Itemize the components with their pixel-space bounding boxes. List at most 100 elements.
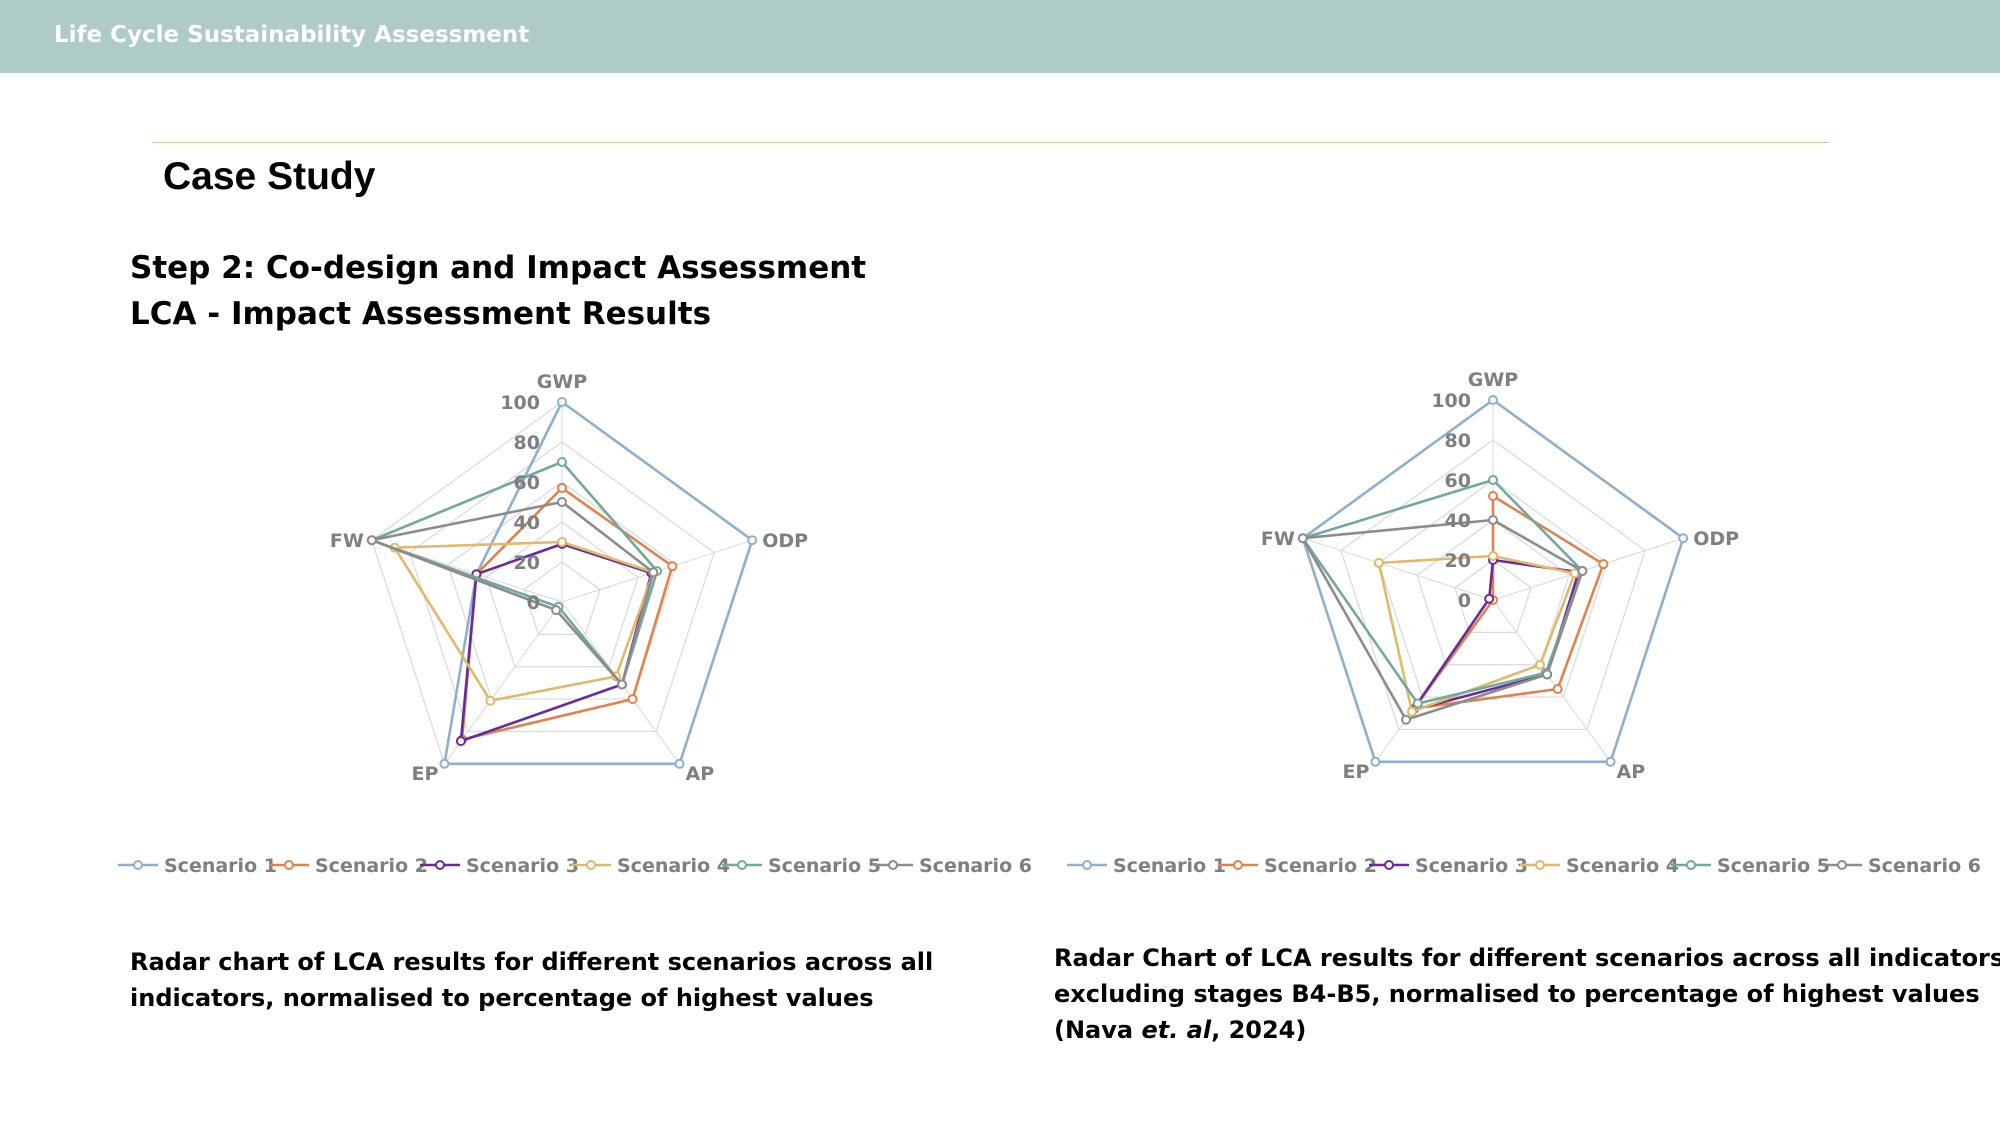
series-point xyxy=(1535,659,1546,670)
series-point xyxy=(557,497,567,507)
series-point xyxy=(1542,669,1553,680)
legend: Scenario 1 Scenario 2 Scenario 3 Scenario 4… xyxy=(118,855,1032,877)
series-point xyxy=(439,758,450,769)
tick-label: 0 xyxy=(1458,590,1471,612)
tick-label: 0 xyxy=(527,592,540,614)
step-subtitle: LCA - Impact Assessment Results xyxy=(130,296,712,332)
series-point xyxy=(551,605,562,616)
series-point xyxy=(616,679,627,690)
series-point xyxy=(1488,395,1498,405)
tick-label: 20 xyxy=(514,552,540,574)
series-6 xyxy=(1297,515,1588,725)
legend-item: Scenario 4 xyxy=(1520,855,1679,877)
series-point xyxy=(1577,565,1588,576)
series-point xyxy=(1370,756,1381,767)
series-6 xyxy=(366,497,659,690)
legend-label: Scenario 1 xyxy=(1113,855,1226,877)
series-point xyxy=(674,758,685,769)
caption-right-line3-pre: (Nava xyxy=(1054,1016,1142,1044)
axis-label: FW xyxy=(330,530,364,552)
legend-swatch-point xyxy=(284,860,294,870)
axis-label: ODP xyxy=(762,530,808,552)
series-point xyxy=(1484,593,1495,604)
series-line xyxy=(1377,554,1577,713)
header-banner: Life Cycle Sustainability Assessment xyxy=(0,0,2000,73)
axis-label: AP xyxy=(686,763,715,785)
legend-label: Scenario 4 xyxy=(1566,855,1679,877)
series-line xyxy=(370,500,655,686)
caption-left-line2: indicators, normalised to percentage of … xyxy=(130,984,874,1012)
legend-swatch-point xyxy=(586,860,596,870)
caption-right-line3-post: , 2024) xyxy=(1211,1016,1307,1044)
legend-label: Scenario 2 xyxy=(315,855,428,877)
tick-label: 40 xyxy=(1445,510,1471,532)
series-point xyxy=(1297,533,1308,544)
caption-right: Radar Chart of LCA results for different… xyxy=(1054,940,2000,1048)
tick-label: 60 xyxy=(1445,470,1471,492)
series-point xyxy=(1598,559,1609,570)
series-point xyxy=(557,457,567,467)
legend-swatch-point xyxy=(1233,860,1243,870)
tick-label: 100 xyxy=(1431,390,1471,412)
caption-left-line1: Radar chart of LCA results for different… xyxy=(130,948,934,976)
legend-swatch-point xyxy=(1837,860,1847,870)
step-title: Step 2: Co-design and Impact Assessment xyxy=(130,250,867,286)
series-point xyxy=(627,694,638,705)
series-point xyxy=(1488,475,1498,485)
series-line xyxy=(459,542,653,743)
series-3 xyxy=(455,539,657,747)
series-point xyxy=(1412,698,1423,709)
legend-swatch-point xyxy=(888,860,898,870)
series-point xyxy=(1605,756,1616,767)
legend-item: Scenario 2 xyxy=(269,855,428,877)
caption-right-line3: (Nava et. al, 2024) xyxy=(1054,1012,2000,1048)
legend-item: Scenario 4 xyxy=(571,855,730,877)
grid-ring xyxy=(409,441,715,733)
legend-label: Scenario 3 xyxy=(466,855,579,877)
legend-label: Scenario 2 xyxy=(1264,855,1377,877)
legend-swatch-point xyxy=(435,860,445,870)
series-line xyxy=(1412,494,1605,710)
legend-item: Scenario 6 xyxy=(1822,855,1981,877)
series-point xyxy=(557,397,567,407)
legend-swatch-point xyxy=(1535,860,1545,870)
legend-item: Scenario 6 xyxy=(873,855,1032,877)
legend-swatch-point xyxy=(1384,860,1394,870)
series-point xyxy=(648,567,659,578)
legend-swatch-point xyxy=(1686,860,1696,870)
series-point xyxy=(557,483,567,493)
caption-right-line1: Radar Chart of LCA results for different… xyxy=(1054,944,2000,972)
series-point xyxy=(1678,533,1689,544)
caption-right-line3-em: et. al xyxy=(1141,1016,1212,1044)
series-point xyxy=(1401,714,1412,725)
axis-label: GWP xyxy=(537,371,588,393)
series-line xyxy=(460,486,674,741)
series-point xyxy=(455,736,466,747)
page-title: Case Study xyxy=(163,155,376,198)
legend-swatch-point xyxy=(737,860,747,870)
axis-label: AP xyxy=(1617,761,1646,783)
legend-label: Scenario 5 xyxy=(1717,855,1830,877)
legend-item: Scenario 5 xyxy=(1671,855,1830,877)
series-line xyxy=(1301,478,1584,705)
legend-item: Scenario 1 xyxy=(1067,855,1226,877)
divider-rule xyxy=(152,142,1829,143)
series-line xyxy=(393,540,655,703)
axis-label: ODP xyxy=(1693,528,1739,550)
series-point xyxy=(366,535,377,546)
legend-label: Scenario 5 xyxy=(768,855,881,877)
grid-ring xyxy=(523,561,601,635)
series-point xyxy=(557,537,567,547)
caption-right-line2: excluding stages B4-B5, normalised to pe… xyxy=(1054,980,1980,1008)
series-4 xyxy=(1373,551,1580,717)
series-point xyxy=(667,561,678,572)
grid-spoke xyxy=(1492,537,1684,601)
legend-item: Scenario 1 xyxy=(118,855,277,877)
series-point xyxy=(1488,491,1498,501)
banner-title: Life Cycle Sustainability Assessment xyxy=(54,22,530,48)
legend-item: Scenario 3 xyxy=(420,855,579,877)
legend: Scenario 1 Scenario 2 Scenario 3 Scenario 4… xyxy=(1067,855,1981,877)
grid-ring xyxy=(485,521,639,668)
